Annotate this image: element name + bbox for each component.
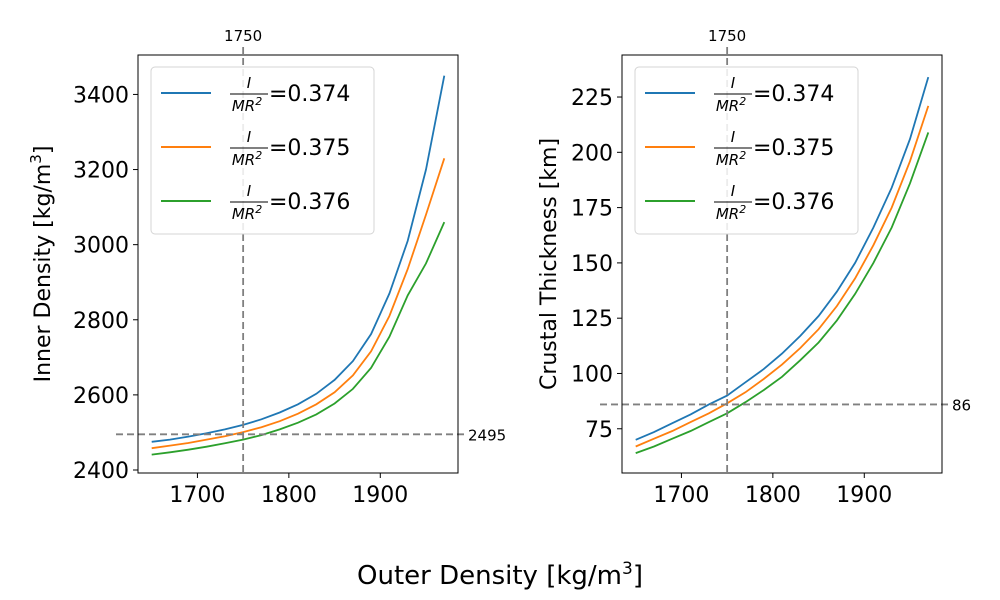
y-axis-label-text: Inner Density [kg/m [31, 164, 56, 383]
series-line-3 [151, 221, 446, 456]
y-axis-label: Inner Density [kg/m3] [27, 146, 56, 383]
y-tick-label: 225 [571, 86, 613, 111]
series-line-3 [635, 132, 930, 454]
legend-frac-den-text: MR [716, 151, 739, 169]
y-axis-label-text: Crustal Thickness [km] [537, 138, 562, 390]
series-line-2 [151, 158, 446, 450]
legend-value-3: =0.376 [269, 190, 350, 215]
y-tick-label: 2600 [73, 384, 129, 409]
legend-frac-den-text: MR [232, 151, 255, 169]
y-tick-label: 3000 [73, 234, 129, 259]
axes-frame [621, 54, 943, 474]
hline-label: 86 [952, 396, 971, 414]
legend-frac-numerator: I [731, 182, 736, 200]
legend-frac-den-sup: 2 [739, 95, 746, 108]
legend-frac-den-text: MR [232, 97, 255, 115]
x-tick-label: 1900 [352, 483, 408, 508]
legend-value-3: =0.376 [753, 190, 834, 215]
legend-frac-den-text: MR [716, 97, 739, 115]
chart-panel-2: 1750 86 1700 1800 1900 75 100 125 150 175 200 225 Cr… [537, 27, 971, 508]
x-tick-label: 1900 [836, 483, 892, 508]
axes-frame [137, 54, 459, 474]
legend-frame [634, 66, 859, 235]
legend-value-1: =0.374 [753, 82, 834, 107]
legend-frac-numerator: I [731, 128, 736, 146]
y-tick-label: 150 [571, 252, 613, 277]
x-tick-label: 1700 [169, 483, 225, 508]
x-tick-label: 1700 [653, 483, 709, 508]
y-axis-label-end: ] [31, 146, 56, 155]
hline-label: 2495 [468, 426, 506, 444]
series-line-1 [635, 76, 930, 441]
legend-frac-denominator: MR2 [716, 149, 746, 169]
legend-frac-den-sup: 2 [255, 95, 262, 108]
y-tick-label: 3200 [73, 159, 129, 184]
legend-frac-numerator: I [731, 74, 736, 92]
legend-frac-denominator: MR2 [232, 203, 262, 223]
y-axis-label: Crustal Thickness [km] [537, 138, 562, 390]
series-line-1 [151, 75, 446, 443]
y-tick-label: 75 [585, 418, 613, 443]
legend-frac-den-sup: 2 [739, 203, 746, 216]
legend-frac-den-sup: 2 [255, 149, 262, 162]
legend-frac-den-text: MR [232, 205, 255, 223]
legend-frame [150, 66, 375, 235]
legend-value-1: =0.374 [269, 82, 350, 107]
y-tick-label: 2800 [73, 309, 129, 334]
legend-frac-denominator: MR2 [716, 95, 746, 115]
legend-frac-den-sup: 2 [739, 149, 746, 162]
legend-frac-numerator: I [247, 182, 252, 200]
legend-frac-denominator: MR2 [716, 203, 746, 223]
y-tick-label: 3400 [73, 83, 129, 108]
series-line-2 [635, 105, 930, 448]
y-tick-label: 175 [571, 197, 613, 222]
legend-value-2: =0.375 [269, 136, 350, 161]
chart-panel-1: 1750 2495 1700 1800 1900 2400 2600 2800 3000 3200… [27, 27, 506, 508]
x-tick-label: 1800 [745, 483, 801, 508]
legend-value-2: =0.375 [753, 136, 834, 161]
y-axis-label-sup: 3 [27, 154, 45, 164]
vline-label: 1750 [708, 27, 746, 45]
legend-frac-numerator: I [247, 128, 252, 146]
y-tick-label: 2400 [73, 459, 129, 484]
figure-xlabel: Outer Density [kg/m3] [357, 559, 643, 591]
legend-frac-numerator: I [247, 74, 252, 92]
legend-frac-den-sup: 2 [255, 203, 262, 216]
y-tick-label: 200 [571, 141, 613, 166]
y-tick-label: 125 [571, 307, 613, 332]
y-tick-label: 100 [571, 362, 613, 387]
legend-frac-denominator: MR2 [232, 149, 262, 169]
vline-label: 1750 [224, 27, 262, 45]
legend-frac-denominator: MR2 [232, 95, 262, 115]
legend-frac-den-text: MR [716, 205, 739, 223]
x-tick-label: 1800 [261, 483, 317, 508]
